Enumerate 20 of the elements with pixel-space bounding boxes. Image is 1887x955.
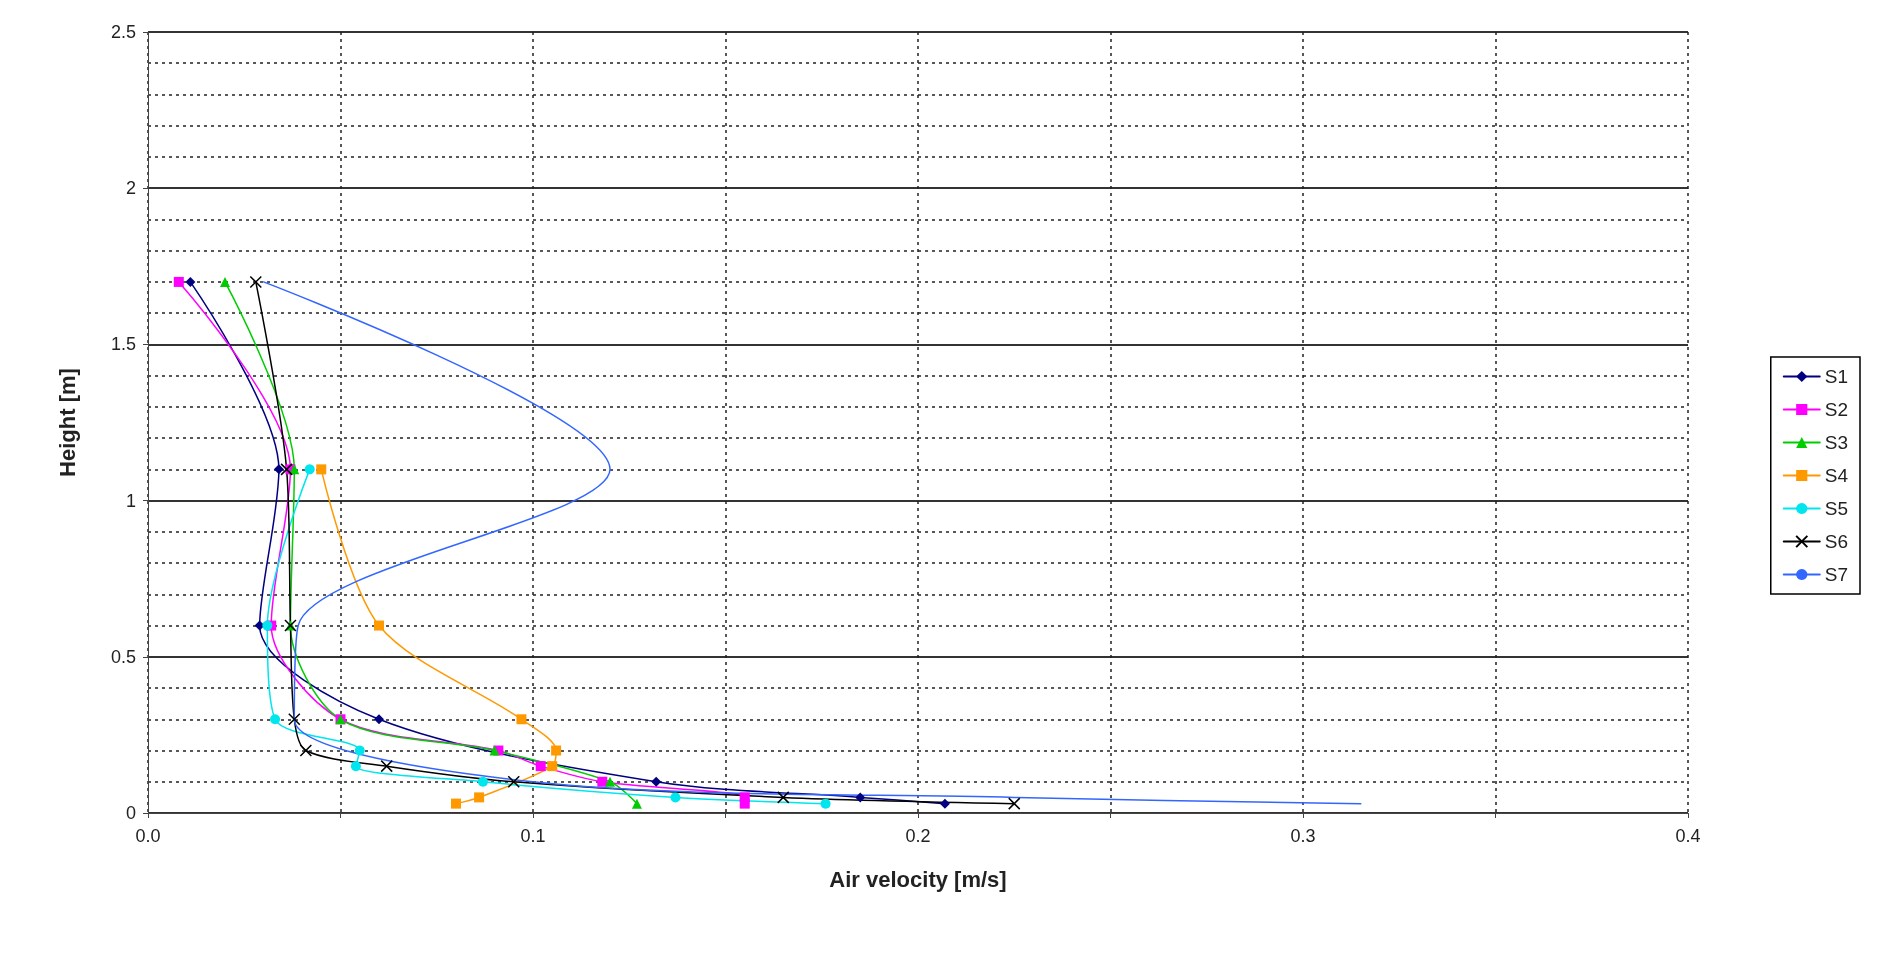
x-tick-label: 0.4: [1675, 826, 1701, 846]
y-axis-title: Height [m]: [54, 368, 80, 477]
legend-label: S1: [1824, 366, 1849, 387]
y-tick-label: 0: [125, 803, 136, 823]
legend-label: S5: [1824, 498, 1849, 519]
legend-label: S3: [1824, 432, 1849, 453]
legend-label: S6: [1824, 531, 1849, 552]
legend-label: S7: [1824, 564, 1849, 585]
x-tick-label: 0.3: [1290, 826, 1316, 846]
y-tick-label: 2.5: [110, 22, 136, 42]
legend-label: S4: [1824, 465, 1849, 486]
x-tick-label: 0.1: [520, 826, 546, 846]
x-tick-label: 0.2: [905, 826, 931, 846]
x-axis-title: Air velocity [m/s]: [829, 866, 1007, 892]
legend-label: S2: [1824, 399, 1849, 420]
x-tick-label: 0.0: [135, 826, 161, 846]
y-tick-label: 1: [125, 490, 136, 511]
y-tick-label: 0.5: [110, 646, 136, 667]
y-tick-label: 2: [125, 178, 136, 199]
y-tick-label: 1.5: [110, 334, 136, 355]
